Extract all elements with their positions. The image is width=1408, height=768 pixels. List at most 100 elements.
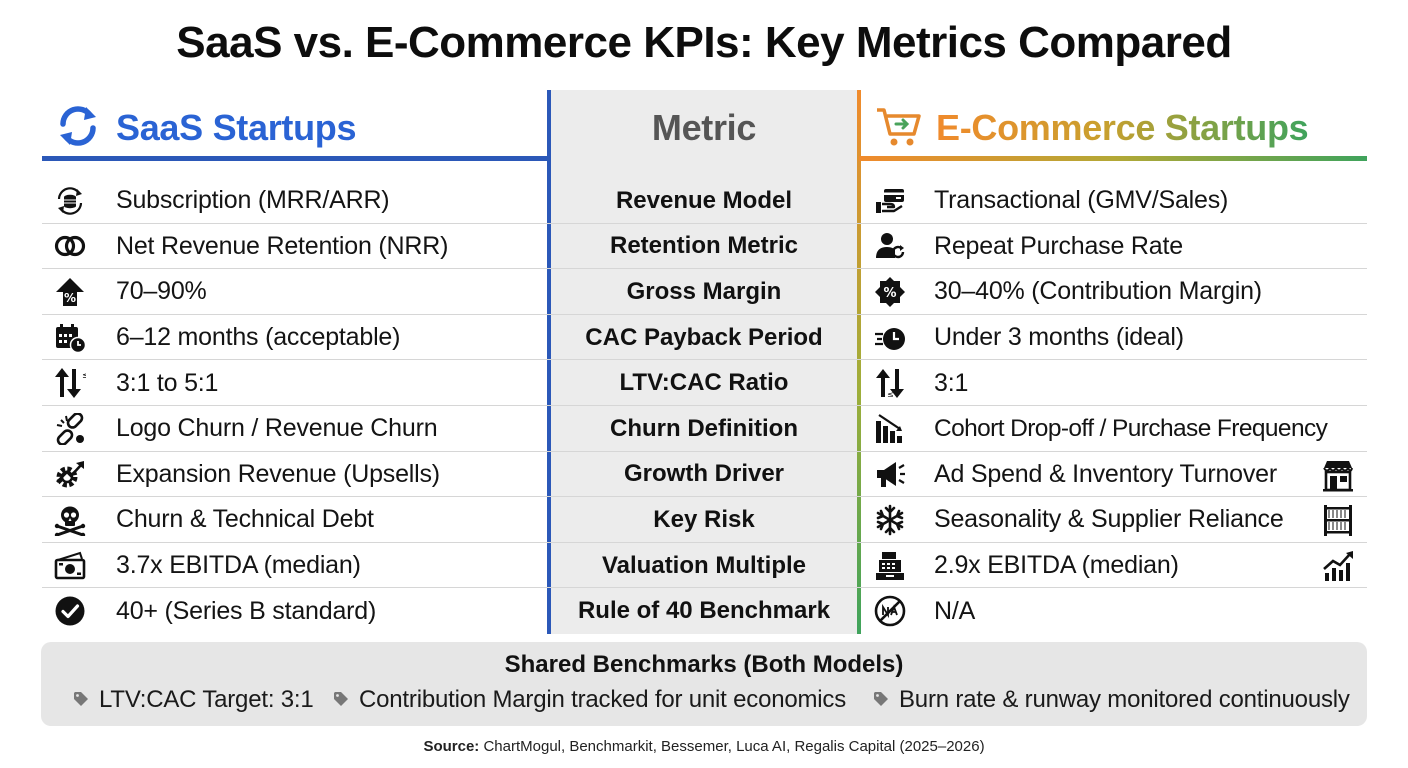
table-row: Subscription (MRR/ARR) Revenue Model Tra… — [42, 178, 1367, 224]
ratio-arrows-icon: ≤ — [54, 366, 100, 400]
metric-header-label: Metric — [651, 107, 757, 148]
source-citation: Source: ChartMogul, Benchmarkit, Besseme… — [0, 738, 1408, 755]
saas-value: Expansion Revenue (Upsells) — [116, 459, 440, 488]
metric-label: Key Risk — [653, 505, 755, 533]
cash-bill-icon — [54, 549, 100, 583]
metric-label: Growth Driver — [623, 460, 785, 488]
row-divider — [42, 359, 1367, 361]
cash-register-icon — [874, 549, 920, 583]
saas-value: Logo Churn / Revenue Churn — [116, 414, 438, 443]
ecommerce-value: N/A — [934, 596, 976, 625]
metric-label: Rule of 40 Benchmark — [577, 597, 831, 625]
ecommerce-value: Seasonality & Supplier Reliance — [934, 505, 1284, 534]
table-row: Net Revenue Retention (NRR) Retention Me… — [42, 224, 1367, 270]
ecommerce-cell: Under 3 months (ideal) — [874, 315, 1367, 361]
metric-label: Gross Margin — [626, 277, 782, 305]
ecommerce-cell: Repeat Purchase Rate — [874, 224, 1367, 270]
tag-icon — [73, 686, 99, 714]
row-divider — [42, 496, 1367, 498]
table-row: Churn & Technical Debt Key Risk Seasonal… — [42, 497, 1367, 543]
metric-label: CAC Payback Period — [585, 323, 823, 351]
saas-value: Churn & Technical Debt — [116, 505, 374, 534]
percent-up-arrow-icon: % — [54, 275, 100, 309]
ecommerce-cell: Ad Spend & Inventory Turnover — [874, 452, 1367, 498]
ecommerce-value: 30–40% (Contribution Margin) — [934, 277, 1262, 306]
shopping-cart-icon — [874, 102, 924, 155]
shared-benchmark-text: LTV:CAC Target: 3:1 — [99, 686, 314, 713]
svg-text:≤: ≤ — [82, 371, 86, 381]
saas-header-underline — [42, 156, 549, 161]
saas-value: Net Revenue Retention (NRR) — [116, 231, 449, 260]
metric-label: Churn Definition — [610, 414, 798, 442]
source-text: ChartMogul, Benchmarkit, Bessemer, Luca … — [483, 738, 985, 755]
ecommerce-cell: Transactional (GMV/Sales) — [874, 178, 1367, 224]
saas-cell: ≤ 3:1 to 5:1 — [54, 360, 548, 406]
table-row: Expansion Revenue (Upsells) Growth Drive… — [42, 452, 1367, 498]
comparison-table: Subscription (MRR/ARR) Revenue Model Tra… — [42, 178, 1367, 634]
ecommerce-header: E-Commerce Startups — [874, 100, 1309, 156]
right-column-divider — [857, 90, 861, 634]
table-row: 40+ (Series B standard) Rule of 40 Bench… — [42, 588, 1367, 634]
saas-cell: % 70–90% — [54, 269, 548, 315]
saas-cell: 3.7x EBITDA (median) — [54, 543, 548, 589]
page-title: SaaS vs. E-Commerce KPIs: Key Metrics Co… — [176, 18, 1232, 67]
megaphone-icon — [874, 457, 920, 491]
saas-header: SaaS Startups — [54, 100, 357, 156]
svg-text:%: % — [64, 291, 76, 305]
ecommerce-value: 3:1 — [934, 368, 969, 397]
ecommerce-value: Ad Spend & Inventory Turnover — [934, 459, 1278, 488]
shared-benchmark-item: LTV:CAC Target: 3:1 — [73, 686, 314, 714]
saas-cell: Logo Churn / Revenue Churn — [54, 406, 548, 452]
growth-chart-icon — [1321, 549, 1355, 583]
row-divider — [42, 222, 1367, 224]
shared-benchmarks-list: LTV:CAC Target: 3:1 Contribution Margin … — [41, 686, 1367, 720]
saas-value: Subscription (MRR/ARR) — [116, 186, 390, 215]
ecommerce-header-underline — [859, 156, 1367, 161]
ecommerce-value: Cohort Drop-off / Purchase Frequency — [934, 414, 1328, 442]
saas-value: 3:1 to 5:1 — [116, 368, 219, 397]
calendar-clock-icon — [54, 321, 100, 355]
gear-growth-icon — [54, 457, 100, 491]
shared-benchmarks-panel: Shared Benchmarks (Both Models) LTV:CAC … — [41, 642, 1367, 726]
metric-header: Metric — [551, 100, 857, 156]
saas-cell: Net Revenue Retention (NRR) — [54, 224, 548, 270]
row-divider — [42, 313, 1367, 315]
saas-cell: Expansion Revenue (Upsells) — [54, 452, 548, 498]
saas-value: 70–90% — [116, 277, 207, 306]
table-row: ≤ 3:1 to 5:1 LTV:CAC Ratio ≤ 3:1 — [42, 360, 1367, 406]
saas-cell: Churn & Technical Debt — [54, 497, 548, 543]
refresh-cycle-icon — [54, 102, 102, 155]
row-divider — [42, 541, 1367, 543]
saas-cell: 6–12 months (acceptable) — [54, 315, 548, 361]
subscription-coins-icon — [54, 184, 100, 218]
skull-crossbones-icon — [54, 503, 100, 537]
fast-clock-icon — [874, 321, 920, 355]
ecommerce-cell: ≤ 3:1 — [874, 360, 1367, 406]
table-row: 3.7x EBITDA (median) Valuation Multiple … — [42, 543, 1367, 589]
ecommerce-value: Under 3 months (ideal) — [934, 323, 1184, 352]
metric-label: Retention Metric — [609, 232, 798, 260]
ecommerce-value: Transactional (GMV/Sales) — [934, 186, 1229, 215]
ecommerce-cell: Cohort Drop-off / Purchase Frequency — [874, 406, 1367, 452]
saas-value: 6–12 months (acceptable) — [116, 323, 401, 352]
saas-value: 40+ (Series B standard) — [116, 596, 377, 625]
row-divider — [42, 587, 1367, 589]
svg-text:≤: ≤ — [887, 390, 894, 399]
saas-value: 3.7x EBITDA (median) — [116, 551, 361, 580]
ecommerce-cell: N/A — [874, 588, 1367, 634]
ecommerce-value: 2.9x EBITDA (median) — [934, 551, 1179, 580]
left-column-divider — [547, 90, 551, 634]
shelving-icon — [1321, 503, 1355, 537]
ecommerce-cell: % 30–40% (Contribution Margin) — [874, 269, 1367, 315]
metric-label: LTV:CAC Ratio — [619, 369, 789, 397]
percent-badge-icon: % — [874, 275, 920, 309]
metric-label: Revenue Model — [615, 186, 793, 214]
broken-link-icon — [54, 412, 100, 446]
tag-icon — [873, 686, 899, 714]
shared-benchmark-text: Contribution Margin tracked for unit eco… — [359, 686, 847, 713]
saas-header-label: SaaS Startups — [116, 107, 357, 148]
ecommerce-header-label: E-Commerce Startups — [936, 107, 1309, 148]
shared-benchmark-item: Burn rate & runway monitored continuousl… — [873, 686, 1350, 714]
source-label: Source: — [423, 738, 480, 755]
metric-column-background — [551, 90, 857, 634]
